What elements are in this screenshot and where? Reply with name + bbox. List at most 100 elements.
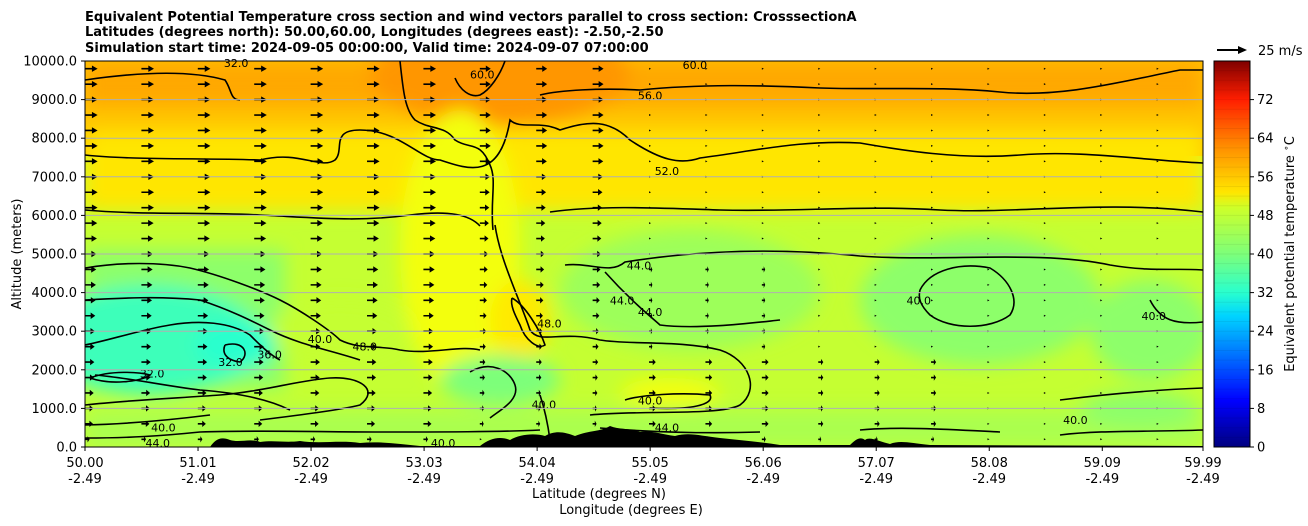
wind-vector: [423, 358, 433, 366]
wind-vector: [987, 191, 990, 194]
wind-vector: [1043, 129, 1046, 132]
quiver-key-label: 25 m/s: [1258, 44, 1303, 59]
wind-vector: [310, 436, 316, 443]
contour-label: 44.0: [610, 294, 635, 307]
wind-vector: [818, 67, 821, 70]
wind-vector: [931, 283, 934, 286]
wind-vector: [1100, 129, 1103, 132]
contour-label: 52.0: [655, 165, 680, 178]
wind-vector: [1156, 283, 1159, 286]
wind-vector: [874, 83, 877, 86]
wind-vector: [818, 237, 821, 240]
contour-lines: [85, 61, 1203, 441]
wind-vector: [874, 191, 877, 194]
colorbar-tick-label: 72: [1257, 93, 1274, 108]
wind-vector: [536, 281, 544, 289]
wind-vector: [1100, 206, 1103, 209]
contour-label: 44.0: [627, 260, 652, 273]
wind-vector: [310, 343, 321, 350]
wind-vector: [874, 237, 877, 240]
wind-vector: [310, 420, 319, 428]
wind-vector: [874, 345, 877, 348]
wind-vector: [1156, 67, 1159, 70]
wind-vector: [367, 436, 372, 443]
wind-vector: [1156, 237, 1159, 240]
wind-vector: [536, 80, 548, 88]
wind-vector: [705, 281, 709, 289]
wind-vector: [141, 389, 151, 397]
wind-vector: [85, 374, 95, 381]
wind-vector: [479, 111, 491, 119]
wind-vector: [254, 204, 267, 211]
contour-label: 40.0: [1063, 414, 1088, 427]
wind-vector: [197, 80, 211, 88]
wind-vector: [479, 438, 482, 441]
wind-vector: [536, 158, 547, 165]
wind-vector: [367, 80, 380, 88]
colorbar-tick-label: 24: [1257, 325, 1274, 340]
wind-vector: [141, 65, 155, 72]
x-tick-label-lat: 54.04: [519, 456, 556, 471]
x-tick-label-lon: -2.49: [181, 472, 215, 487]
wind-vector: [818, 299, 821, 302]
wind-vector: [254, 436, 259, 443]
wind-vector: [705, 389, 713, 397]
wind-vector: [761, 420, 769, 428]
wind-vector: [310, 389, 320, 397]
wind-vector: [592, 281, 601, 289]
wind-vector: [310, 219, 323, 227]
wind-vector: [1156, 191, 1159, 194]
contour-label: 44.0: [655, 422, 680, 435]
wind-vector: [1100, 222, 1103, 225]
wind-vector: [987, 345, 990, 348]
wind-vector: [987, 438, 990, 441]
wind-vector: [536, 389, 541, 397]
wind-vector: [592, 297, 600, 304]
wind-vector: [874, 129, 877, 132]
wind-vector: [705, 144, 708, 147]
wind-vector: [141, 312, 152, 319]
wind-vector: [85, 312, 96, 319]
wind-vector: [1100, 391, 1103, 394]
wind-vector: [705, 297, 709, 304]
wind-vector: [85, 420, 94, 428]
wind-vector: [367, 358, 377, 366]
y-tick-label: 2000.0: [32, 363, 78, 378]
wind-vector: [987, 144, 990, 147]
wind-vector: [818, 374, 824, 381]
wind-vector: [85, 389, 94, 397]
wind-vector: [310, 281, 322, 289]
wind-vector: [1156, 222, 1159, 225]
wind-vector: [1043, 191, 1046, 194]
wind-vector: [536, 374, 542, 381]
wind-vector: [85, 204, 98, 211]
x-tick-label-lon: -2.49: [633, 472, 667, 487]
colorbar-gradient: [1214, 61, 1250, 447]
wind-vector: [761, 266, 766, 273]
wind-vector: [592, 219, 602, 227]
wind-vector: [874, 299, 877, 302]
wind-vector: [479, 142, 491, 150]
contour-label: 56.0: [638, 90, 663, 103]
wind-vector: [874, 436, 878, 443]
wind-vector: [649, 312, 653, 319]
wind-vector: [1043, 361, 1046, 364]
wind-vector: [1100, 345, 1103, 348]
wind-vector: [987, 114, 990, 117]
wind-vector: [254, 389, 263, 397]
colorbar-tick-label: 32: [1257, 286, 1274, 301]
x-tick-label-lat: 59.99: [1184, 456, 1221, 471]
wind-vector: [141, 266, 153, 273]
wind-vector: [479, 343, 486, 350]
wind-vector: [1043, 67, 1046, 70]
wind-vector: [761, 222, 764, 225]
wind-vector: [1156, 391, 1159, 394]
wind-vector: [1043, 314, 1046, 317]
wind-vector: [479, 374, 485, 381]
wind-vector: [931, 129, 934, 132]
wind-vector: [536, 297, 544, 304]
wind-vector: [423, 297, 435, 304]
wind-vector: [1043, 206, 1046, 209]
wind-vector: [479, 158, 491, 165]
wind-vector: [987, 376, 990, 379]
